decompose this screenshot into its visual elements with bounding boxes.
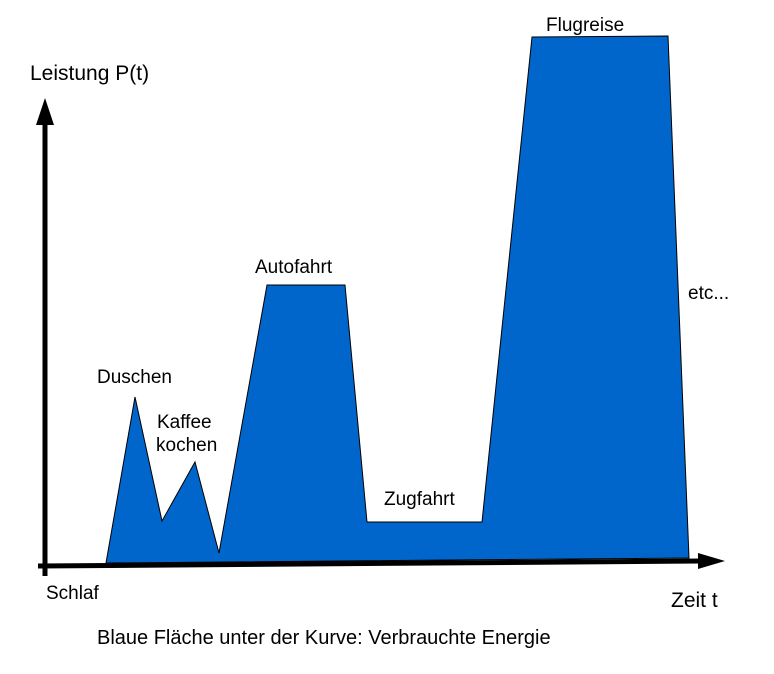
label-flugreise: Flugreise: [546, 15, 625, 36]
x-axis-arrow-icon: [698, 553, 725, 569]
energy-area: [105, 35, 690, 564]
label-zugfahrt: Zugfahrt: [384, 489, 455, 510]
label-kaffee-1: Kaffee: [157, 412, 212, 433]
origin-label: Schlaf: [46, 583, 99, 604]
x-axis: [37, 558, 701, 569]
y-axis-label: Leistung P(t): [30, 62, 150, 85]
caption: Blaue Fläche unter der Kurve: Verbraucht…: [97, 627, 551, 649]
label-etc: etc...: [688, 283, 730, 304]
label-autofahrt: Autofahrt: [255, 257, 333, 278]
x-axis-label: Zeit t: [671, 589, 718, 612]
label-duschen: Duschen: [97, 367, 172, 388]
label-kaffee-2: kochen: [156, 435, 218, 456]
y-axis-arrow-icon: [36, 98, 54, 125]
